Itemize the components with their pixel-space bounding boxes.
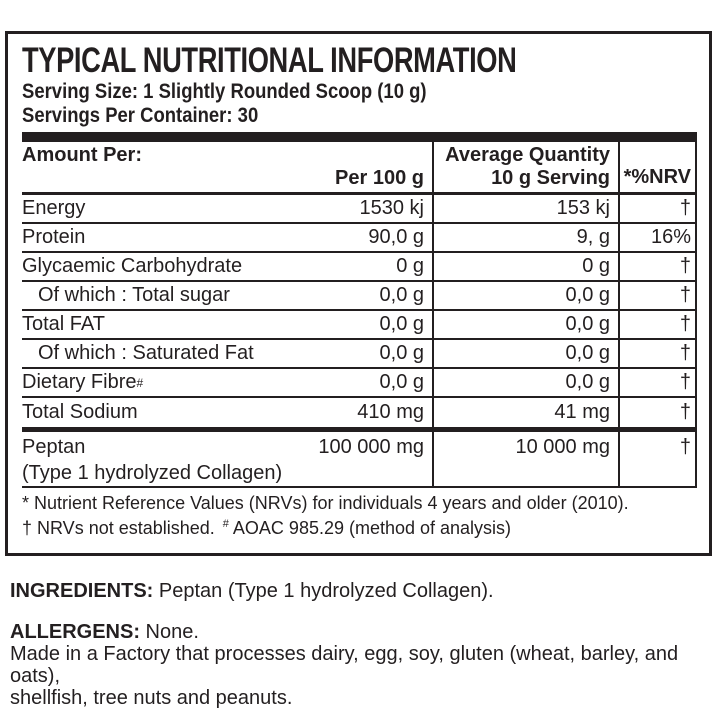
label-bottom-text: INGREDIENTS: Peptan (Type 1 hydrolyzed C… [10, 580, 710, 709]
row-per100-value: 100 000 mg [318, 435, 424, 458]
row-nrv-value: † [618, 369, 697, 396]
row-nrv-value: † [618, 311, 697, 338]
aoac-footnote-mark: # [222, 518, 229, 530]
row-name: Of which : Saturated Fat [38, 342, 254, 364]
row-name: Of which : Total sugar [38, 284, 230, 306]
row-per100-value: 90,0 g [368, 226, 424, 248]
row-serving-value: 9, g [432, 224, 618, 251]
ingredients-line: INGREDIENTS: Peptan (Type 1 hydrolyzed C… [10, 580, 710, 602]
table-row-energy: Energy 1530 kj 153 kj † [22, 195, 697, 224]
row-per100-value: 0 g [396, 255, 424, 277]
row-nrv-value: † [618, 253, 697, 280]
table-top-bar [22, 132, 697, 142]
row-nrv-value: † [618, 398, 697, 427]
row-serving-value: 0 g [432, 253, 618, 280]
row-name: Total FAT [22, 313, 105, 335]
table-row-glycaemic-carbohydrate: Glycaemic Carbohydrate 0 g 0 g † [22, 253, 697, 282]
allergens-factory-line: Made in a Factory that processes dairy, … [10, 643, 679, 687]
table-row-protein: Protein 90,0 g 9, g 16% [22, 224, 697, 253]
row-nrv-value: † [618, 195, 697, 222]
row-per100-value: 0,0 g [379, 284, 424, 306]
row-nrv-value: † [618, 432, 697, 486]
table-header-row: Amount Per: Per 100 g Average Quantity 1… [22, 142, 697, 195]
header-average-quantity: Average Quantity [445, 144, 610, 166]
servings-per-container-line: Servings Per Container: 30 [22, 104, 259, 127]
row-per100-value: 410 mg [357, 401, 424, 423]
footnote-established: † NRVs not established. # AOAC 985.29 (me… [22, 518, 512, 538]
panel-title-text: TYPICAL NUTRITIONAL INFORMATION [22, 41, 517, 80]
table-footnotes: * Nutrient Reference Values (NRVs) for i… [22, 488, 697, 539]
allergens-block: ALLERGENS: None. Made in a Factory that … [10, 621, 710, 709]
row-name: Glycaemic Carbohydrate [22, 255, 243, 277]
row-serving-value: 0,0 g [432, 282, 618, 309]
row-name: Peptan [22, 435, 86, 458]
table-row-total-sugar: Of which : Total sugar 0,0 g 0,0 g † [22, 282, 697, 311]
table-row-saturated-fat: Of which : Saturated Fat 0,0 g 0,0 g † [22, 340, 697, 369]
ingredients-label: INGREDIENTS: [10, 580, 154, 602]
header-amount-per-cell: Amount Per: Per 100 g [22, 142, 432, 192]
table-row-total-fat: Total FAT 0,0 g 0,0 g † [22, 311, 697, 340]
row-serving-value: 0,0 g [432, 340, 618, 367]
panel-title: TYPICAL NUTRITIONAL INFORMATION [22, 42, 695, 80]
row-serving-value: 10 000 mg [432, 432, 618, 486]
ingredients-text: Peptan (Type 1 hydrolyzed Collagen). [153, 580, 494, 602]
row-nrv-value: 16% [618, 224, 697, 251]
row-per100-value: 0,0 g [379, 342, 424, 364]
peptan-subname: (Type 1 hydrolyzed Collagen) [22, 461, 283, 484]
allergens-label: ALLERGENS: [10, 621, 140, 643]
allergens-factory-line2: shellfish, tree nuts and peanuts. [10, 687, 293, 709]
header-nrv: *%NRV [623, 166, 691, 188]
header-10g-serving: 10 g Serving [491, 167, 610, 189]
nutrition-facts-panel: TYPICAL NUTRITIONAL INFORMATION Serving … [5, 31, 712, 556]
row-serving-value: 0,0 g [432, 311, 618, 338]
header-nrv-cell: *%NRV [618, 142, 697, 192]
row-serving-value: 153 kj [432, 195, 618, 222]
row-name: Protein [22, 226, 86, 248]
row-nrv-value: † [618, 282, 697, 309]
table-row-peptan: Peptan 100 000 mg (Type 1 hydrolyzed Col… [22, 427, 697, 488]
footnote-nrv: * Nutrient Reference Values (NRVs) for i… [22, 493, 629, 513]
row-nrv-value: † [618, 340, 697, 367]
row-per100-value: 0,0 g [379, 313, 424, 335]
table-row-total-sodium: Total Sodium 410 mg 41 mg † [22, 398, 697, 427]
row-serving-value: 41 mg [432, 398, 618, 427]
header-amount-per: Amount Per: [22, 144, 142, 166]
allergens-text: None. [140, 621, 199, 643]
nutrition-table: Amount Per: Per 100 g Average Quantity 1… [22, 132, 697, 539]
row-name: Total Sodium [22, 401, 138, 423]
row-serving-value: 0,0 g [432, 369, 618, 396]
row-name: Energy [22, 197, 86, 219]
serving-size-line: Serving Size: 1 Slightly Rounded Scoop (… [22, 80, 427, 103]
row-per100-value: 0,0 g [379, 371, 424, 393]
header-per-100g: Per 100 g [335, 167, 424, 189]
row-per100-value: 1530 kj [359, 197, 425, 219]
row-name: Dietary Fibre [22, 371, 137, 393]
header-average-quantity-cell: Average Quantity 10 g Serving [432, 142, 618, 192]
table-row-dietary-fibre: Dietary Fibre #0,0 g 0,0 g † [22, 369, 697, 398]
